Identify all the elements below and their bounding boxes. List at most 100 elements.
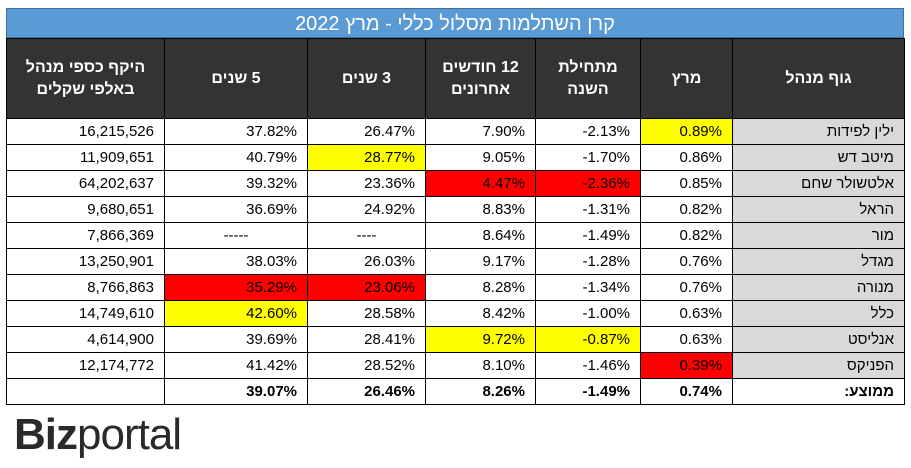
value-cell: 40.79% (164, 144, 308, 171)
value-cell: -1.00% (535, 300, 641, 327)
value-cell: 28.58% (307, 300, 426, 327)
value-cell: 9.17% (425, 248, 536, 275)
manager-name-cell: מגדל (732, 248, 905, 275)
value-cell: 9.05% (425, 144, 536, 171)
column-header: גוף מנהל (732, 38, 905, 119)
table-row: אנליסט 0.63% -0.87% 9.72% 28.41% 39.69% 4,614,… (6, 326, 905, 353)
manager-name-cell: הראל (732, 196, 905, 223)
table-row: אלטשולר שחם 0.85% -2.36% 4.47% 23.36% 39.32% 6… (6, 170, 905, 197)
average-row: ממוצע: 0.74% -1.49% 8.26% 26.46% 39.07% (6, 378, 905, 405)
value-cell: 8.64% (425, 222, 536, 249)
highlighted-value-cell: 9.72% (425, 326, 536, 353)
value-cell: 39.69% (164, 326, 308, 353)
highlighted-value-cell: 0.39% (640, 352, 733, 379)
table-row: מנורה 0.76% -1.34% 8.28% 23.06% 35.29% 8,766,8… (6, 274, 905, 301)
manager-name-cell: מור (732, 222, 905, 249)
value-cell: -2.13% (535, 118, 641, 145)
highlighted-value-cell: 28.77% (307, 144, 426, 171)
value-cell: 24.92% (307, 196, 426, 223)
average-label: ממוצע: (732, 378, 905, 405)
highlighted-value-cell: -2.36% (535, 170, 641, 197)
highlighted-value-cell: 4.47% (425, 170, 536, 197)
manager-name-cell: הפניקס (732, 352, 905, 379)
value-cell: -1.70% (535, 144, 641, 171)
value-cell: 7.90% (425, 118, 536, 145)
table-row: מגדל 0.76% -1.28% 9.17% 26.03% 38.03% 13,250,9… (6, 248, 905, 275)
header-row: גוף מנהל מרץ מתחילת השנה 12 חודשים אחרונים 3… (6, 38, 905, 119)
value-cell: 13,250,901 (6, 248, 165, 275)
value-cell: -1.49% (535, 222, 641, 249)
value-cell: 0.86% (640, 144, 733, 171)
table-body: ילין לפידות 0.89% -2.13% 7.90% 26.47% 37.82% 1… (6, 118, 905, 405)
highlighted-value-cell: 35.29% (164, 274, 308, 301)
table-row: מור 0.82% -1.49% 8.64% ---- ----- 7,866,369 (6, 222, 905, 249)
value-cell: 38.03% (164, 248, 308, 275)
column-header: 5 שנים (164, 38, 308, 119)
average-value-cell: 26.46% (307, 378, 426, 405)
column-header: מרץ (640, 38, 733, 119)
value-cell: 4,614,900 (6, 326, 165, 353)
value-cell: 36.69% (164, 196, 308, 223)
value-cell: -1.46% (535, 352, 641, 379)
value-cell: -1.28% (535, 248, 641, 275)
value-cell: 26.03% (307, 248, 426, 275)
column-header: 3 שנים (307, 38, 426, 119)
table-row: הפניקס 0.39% -1.46% 8.10% 28.52% 41.42% 12,174… (6, 352, 905, 379)
manager-name-cell: מנורה (732, 274, 905, 301)
value-cell: 8.42% (425, 300, 536, 327)
manager-name-cell: מיטב דש (732, 144, 905, 171)
manager-name-cell: אנליסט (732, 326, 905, 353)
value-cell: 0.82% (640, 222, 733, 249)
value-cell: 9,680,651 (6, 196, 165, 223)
bizportal-logo: Bizportal (14, 410, 182, 460)
value-cell: 0.63% (640, 326, 733, 353)
value-cell: 41.42% (164, 352, 308, 379)
value-cell: 28.52% (307, 352, 426, 379)
average-value-cell: 0.74% (640, 378, 733, 405)
value-cell: 8.10% (425, 352, 536, 379)
manager-name-cell: כלל (732, 300, 905, 327)
returns-table: גוף מנהל מרץ מתחילת השנה 12 חודשים אחרונים 3… (6, 38, 905, 405)
table-title: קרן השתלמות מסלול כללי - מרץ 2022 (6, 8, 904, 38)
highlighted-value-cell: -0.87% (535, 326, 641, 353)
table-row: מיטב דש 0.86% -1.70% 9.05% 28.77% 40.79% 11,90… (6, 144, 905, 171)
average-blank-cell (6, 378, 165, 405)
manager-name-cell: אלטשולר שחם (732, 170, 905, 197)
highlighted-value-cell: 23.06% (307, 274, 426, 301)
highlighted-value-cell: 42.60% (164, 300, 308, 327)
value-cell: 23.36% (307, 170, 426, 197)
value-cell: 0.76% (640, 274, 733, 301)
value-cell: 12,174,772 (6, 352, 165, 379)
table-row: הראל 0.82% -1.31% 8.83% 24.92% 36.69% 9,680,65… (6, 196, 905, 223)
value-cell: 0.63% (640, 300, 733, 327)
value-cell: 37.82% (164, 118, 308, 145)
value-cell: 26.47% (307, 118, 426, 145)
value-cell: 16,215,526 (6, 118, 165, 145)
value-cell: 0.82% (640, 196, 733, 223)
value-cell: 8.28% (425, 274, 536, 301)
value-cell: 14,749,610 (6, 300, 165, 327)
average-value-cell: 8.26% (425, 378, 536, 405)
average-value-cell: 39.07% (164, 378, 308, 405)
table-container: קרן השתלמות מסלול כללי - מרץ 2022 גוף מנ… (6, 8, 905, 405)
value-cell: 11,909,651 (6, 144, 165, 171)
value-cell: 28.41% (307, 326, 426, 353)
value-cell: 39.32% (164, 170, 308, 197)
logo-part-biz: Biz (14, 410, 78, 459)
table-row: ילין לפידות 0.89% -2.13% 7.90% 26.47% 37.82% 1… (6, 118, 905, 145)
value-cell: 8,766,863 (6, 274, 165, 301)
logo-part-portal: portal (77, 410, 182, 459)
value-cell: -1.34% (535, 274, 641, 301)
value-cell: 0.76% (640, 248, 733, 275)
value-cell: ---- (307, 222, 426, 249)
average-value-cell: -1.49% (535, 378, 641, 405)
highlighted-value-cell: 0.89% (640, 118, 733, 145)
value-cell: 0.85% (640, 170, 733, 197)
value-cell: 7,866,369 (6, 222, 165, 249)
column-header: מתחילת השנה (535, 38, 641, 119)
value-cell: 8.83% (425, 196, 536, 223)
value-cell: 64,202,637 (6, 170, 165, 197)
column-header: היקף כספי מנהל באלפי שקלים (6, 38, 165, 119)
column-header: 12 חודשים אחרונים (425, 38, 536, 119)
value-cell: ----- (164, 222, 308, 249)
